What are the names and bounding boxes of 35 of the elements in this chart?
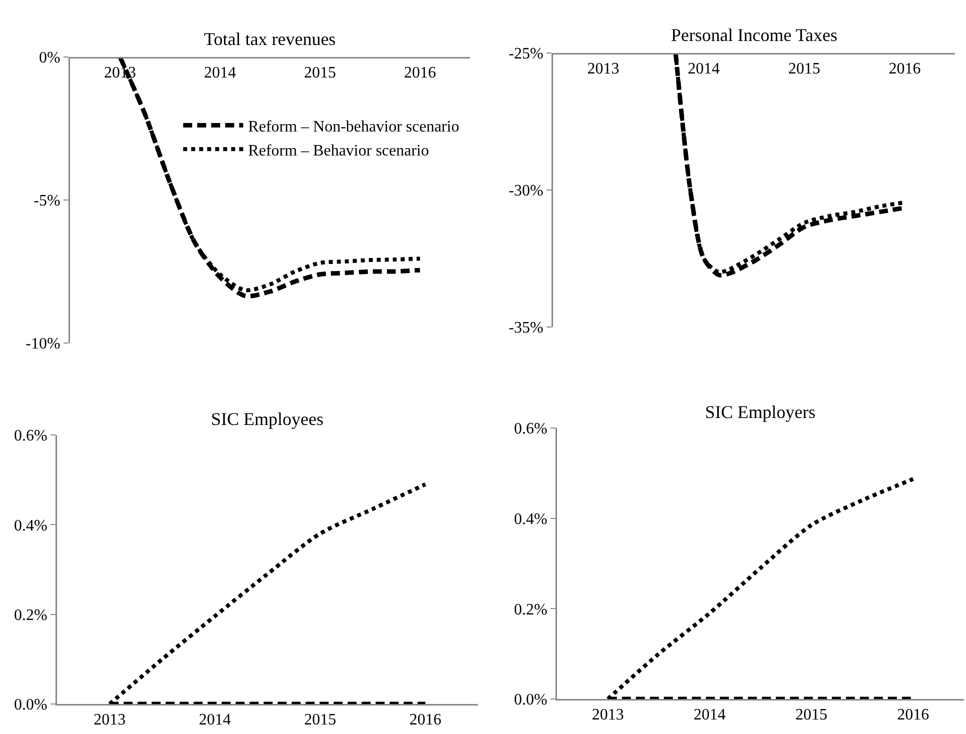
y-tick-label: -10% xyxy=(26,336,60,353)
chart-title: Total tax revenues xyxy=(204,29,336,49)
x-tick-label: 2016 xyxy=(409,712,442,729)
x-tick-label: 2014 xyxy=(694,706,726,724)
x-tick-label: 2013 xyxy=(94,712,126,729)
x-tick-label: 2014 xyxy=(198,712,231,729)
x-tick-label: 2013 xyxy=(592,706,624,724)
y-tick-label: -35% xyxy=(508,320,544,337)
y-tick-label: 0.2% xyxy=(514,601,548,618)
x-tick-label: 2013 xyxy=(587,60,620,78)
legend-label: Reform – Non-behavior scenario xyxy=(248,118,460,136)
x-tick-label: 2014 xyxy=(688,60,720,78)
y-tick-label: 0.6% xyxy=(14,428,48,445)
chart-title: SIC Employers xyxy=(705,402,816,422)
y-tick-label: 0% xyxy=(38,50,60,67)
chart-title: SIC Employees xyxy=(211,409,324,429)
y-tick-label: -25% xyxy=(508,46,544,63)
x-tick-label: 2015 xyxy=(788,60,820,78)
y-tick-label: 0.0% xyxy=(514,692,548,709)
chart-title: Personal Income Taxes xyxy=(671,25,838,45)
y-tick-label: -30% xyxy=(508,182,544,200)
x-tick-label: 2015 xyxy=(304,712,336,729)
x-tick-label: 2014 xyxy=(204,64,236,82)
x-tick-label: 2015 xyxy=(795,706,828,724)
y-tick-label: 0.0% xyxy=(14,696,48,714)
y-tick-label: 0.6% xyxy=(514,420,548,438)
legend-label: Reform – Behavior scenario xyxy=(248,142,429,160)
y-tick-label: 0.4% xyxy=(14,517,48,534)
x-tick-label: 2015 xyxy=(304,64,336,82)
x-tick-label: 2016 xyxy=(888,60,921,78)
y-tick-label: -5% xyxy=(34,192,60,210)
y-tick-label: 0.2% xyxy=(14,606,48,624)
x-tick-label: 2016 xyxy=(404,64,436,82)
y-tick-label: 0.4% xyxy=(514,510,548,528)
x-tick-label: 2016 xyxy=(897,706,930,724)
